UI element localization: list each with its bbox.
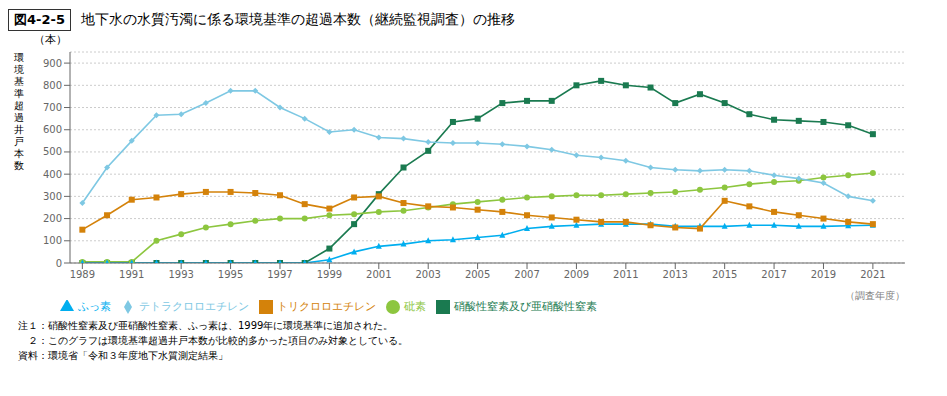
html-text:（本）: （本） (34, 33, 67, 46)
html-text:過: 過 (14, 112, 24, 123)
svg-text:2015: 2015 (712, 269, 737, 280)
svg-text:2003: 2003 (415, 269, 440, 280)
html-text:砒素: 砒素 (404, 300, 426, 313)
html-text:井: 井 (14, 124, 24, 135)
svg-text:400: 400 (43, 169, 62, 180)
svg-text:900: 900 (43, 58, 62, 69)
svg-text:1989: 1989 (70, 269, 95, 280)
html-text:ふっ素: ふっ素 (78, 300, 111, 313)
svg-text:2017: 2017 (761, 269, 786, 280)
svg-text:100: 100 (43, 235, 62, 246)
svg-text:2007: 2007 (514, 269, 539, 280)
svg-text:2005: 2005 (465, 269, 490, 280)
svg-text:1999: 1999 (317, 269, 342, 280)
html-text:境: 境 (14, 64, 24, 75)
svg-text:1997: 1997 (267, 269, 292, 280)
svg-text:2013: 2013 (663, 269, 688, 280)
svg-text:700: 700 (43, 102, 62, 113)
html-text:硝酸性窒素及び亜硝酸性窒素: 硝酸性窒素及び亜硝酸性窒素 (454, 300, 597, 313)
svg-text:2019: 2019 (811, 269, 836, 280)
svg-text:（調査年度）: （調査年度） (845, 290, 905, 301)
html-text:図4-2-5: 図4-2-5 (14, 12, 65, 27)
svg-text:600: 600 (43, 124, 62, 135)
html-text:数: 数 (14, 160, 24, 171)
html-text:地下水の水質汚濁に係る環境基準の超過本数（継続監視調査）の推: 地下水の水質汚濁に係る環境基準の超過本数（継続監視調査）の推移 (80, 11, 515, 27)
html-text:本: 本 (14, 148, 24, 159)
html-text:基: 基 (14, 76, 24, 87)
svg-text:800: 800 (43, 80, 62, 91)
svg-text:2021: 2021 (860, 269, 885, 280)
html-text:注１：硝酸性窒素及び亜硝酸性窒素、ふっ素は、1999年に環境: 注１：硝酸性窒素及び亜硝酸性窒素、ふっ素は、1999年に環境基準に追加された。 (18, 320, 394, 331)
html-text:準: 準 (14, 88, 24, 99)
html-text:超: 超 (14, 100, 24, 111)
html-text:２：このグラフは環境基準超過井戸本数が比較的多かった項目のみ: ２：このグラフは環境基準超過井戸本数が比較的多かった項目のみ対象としている。 (18, 335, 408, 346)
svg-text:500: 500 (43, 146, 62, 157)
svg-text:200: 200 (43, 213, 62, 224)
svg-text:300: 300 (43, 191, 62, 202)
html-text:トリクロロエチレン: トリクロロエチレン (277, 300, 376, 313)
svg-text:1993: 1993 (168, 269, 193, 280)
svg-text:2011: 2011 (613, 269, 638, 280)
svg-text:0: 0 (56, 258, 62, 269)
svg-text:2001: 2001 (366, 269, 391, 280)
html-text:テトラクロロエチレン: テトラクロロエチレン (139, 300, 249, 313)
svg-text:1995: 1995 (218, 269, 243, 280)
svg-text:1991: 1991 (119, 269, 144, 280)
html-text:戸: 戸 (14, 136, 24, 147)
html-text:資料：環境省「令和３年度地下水質測定結果」: 資料：環境省「令和３年度地下水質測定結果」 (18, 350, 228, 361)
svg-text:2009: 2009 (564, 269, 589, 280)
html-text:環: 環 (14, 52, 24, 63)
